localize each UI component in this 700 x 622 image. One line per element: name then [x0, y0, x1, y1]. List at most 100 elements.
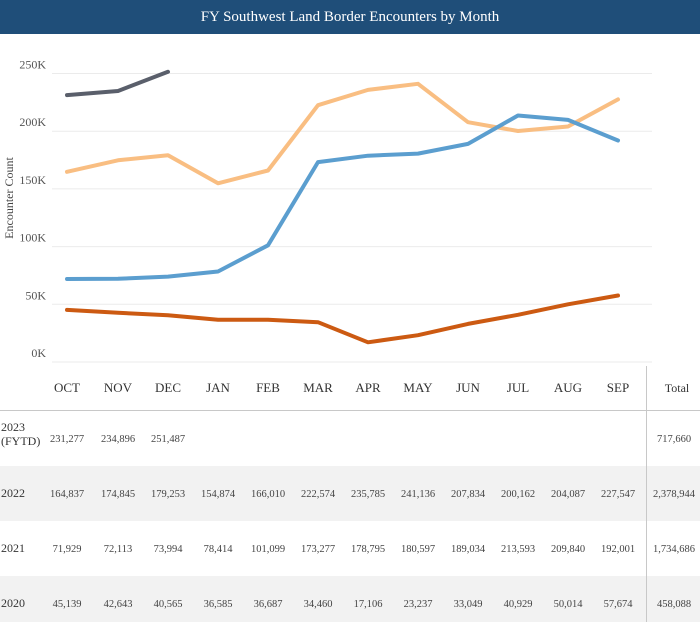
series-line — [65, 113, 620, 281]
data-point — [616, 294, 620, 297]
table-cell: 34,460 — [304, 599, 333, 610]
data-point — [65, 93, 69, 97]
row-background — [0, 576, 700, 622]
data-point — [216, 270, 220, 273]
table-cell: 200,162 — [501, 489, 535, 500]
x-tick-label: JUN — [456, 380, 480, 395]
x-tick-label: SEP — [607, 380, 629, 395]
x-tick-label: MAY — [403, 380, 433, 395]
table-cell: 231,277 — [50, 434, 84, 445]
data-point — [416, 152, 420, 156]
total-cell: 458,088 — [657, 599, 691, 610]
total-cell: 717,660 — [657, 434, 691, 445]
row-label: 2021 — [1, 541, 25, 555]
table-cell: 179,253 — [151, 489, 185, 500]
data-point — [166, 153, 170, 157]
data-point — [566, 302, 570, 306]
data-point — [516, 114, 520, 117]
table-cell: 78,414 — [204, 544, 234, 555]
data-point — [216, 318, 220, 322]
line-chart: 0K 50K 100K 150K 200K 250K Encounter Count OCT N… — [0, 58, 700, 622]
table-cell: 189,034 — [451, 544, 486, 555]
table-cell: 173,277 — [301, 544, 335, 555]
table-cell: 234,896 — [101, 434, 135, 445]
data-point — [566, 125, 570, 128]
data-point — [616, 97, 620, 101]
x-tick-label: APR — [355, 380, 381, 395]
table-cell: 204,087 — [551, 489, 585, 500]
table-cell: 209,840 — [551, 544, 585, 555]
table-cell: 36,687 — [254, 599, 283, 610]
table-cell: 207,834 — [451, 489, 486, 500]
data-point — [466, 120, 470, 124]
table-cell: 178,795 — [351, 544, 385, 555]
table-cell: 251,487 — [151, 434, 185, 445]
row-label: 2023 (FYTD) — [1, 420, 40, 448]
table-cell: 101,099 — [251, 544, 285, 555]
row-label: 2020 — [1, 596, 25, 610]
y-tick-label: 50K — [25, 288, 46, 302]
data-point — [266, 318, 270, 322]
data-point — [366, 340, 370, 344]
table-cell: 40,929 — [504, 599, 533, 610]
table-cell: 235,785 — [351, 489, 385, 500]
table-cell: 50,014 — [554, 599, 584, 610]
table-cell: 164,837 — [50, 489, 84, 500]
data-point — [416, 82, 420, 86]
data-point — [65, 277, 69, 281]
x-tick-label: JUL — [507, 380, 529, 395]
data-point — [266, 243, 270, 247]
table-cell: 154,874 — [201, 489, 236, 500]
y-tick-label: 100K — [19, 231, 46, 245]
table-cell: 71,929 — [53, 544, 82, 555]
y-tick-label: 150K — [19, 173, 46, 187]
total-cell: 2,378,944 — [653, 489, 696, 500]
data-point — [65, 170, 69, 174]
row-background — [0, 466, 700, 521]
data-point — [416, 333, 420, 337]
data-point — [316, 320, 320, 324]
x-tick-label: FEB — [256, 380, 280, 395]
data-point — [466, 322, 470, 326]
data-point — [366, 154, 370, 158]
x-tick-label: JAN — [206, 380, 230, 395]
data-point — [116, 158, 120, 162]
table-cell: 241,136 — [401, 489, 435, 500]
table-cell: 42,643 — [104, 599, 133, 610]
data-point — [516, 129, 520, 133]
total-cell: 1,734,686 — [653, 544, 695, 555]
data-point — [116, 89, 120, 93]
data-point — [116, 311, 120, 315]
table-cell: 166,010 — [251, 489, 285, 500]
table-cell: 174,845 — [101, 489, 135, 500]
data-point — [166, 313, 170, 317]
data-point — [366, 88, 370, 92]
x-tick-label: DEC — [155, 380, 181, 395]
data-point — [116, 277, 120, 281]
table-cell: 222,574 — [301, 489, 336, 500]
x-tick-label: OCT — [54, 380, 80, 395]
table-cell: 17,106 — [354, 599, 383, 610]
data-point — [216, 181, 220, 185]
y-tick-label: 0K — [31, 346, 46, 360]
table-cell: 36,585 — [204, 599, 233, 610]
y-tick-label: 250K — [19, 58, 46, 72]
table-cell: 45,139 — [53, 599, 82, 610]
x-tick-label: NOV — [104, 380, 133, 395]
data-point — [166, 70, 170, 74]
table-cell: 40,565 — [154, 599, 183, 610]
y-axis-title: Encounter Count — [2, 157, 16, 239]
data-point — [166, 275, 170, 279]
table-cell: 73,994 — [154, 544, 184, 555]
x-tick-label: AUG — [554, 380, 582, 395]
table-cell: 213,593 — [501, 544, 535, 555]
data-point — [316, 160, 320, 164]
series-line — [65, 293, 620, 345]
series-line — [65, 81, 620, 186]
data-point — [466, 142, 470, 146]
table-cell: 72,113 — [104, 544, 133, 555]
data-point — [516, 313, 520, 317]
table-cell: 23,237 — [404, 599, 433, 610]
x-tick-label: MAR — [303, 380, 333, 395]
total-column-header: Total — [665, 381, 690, 395]
